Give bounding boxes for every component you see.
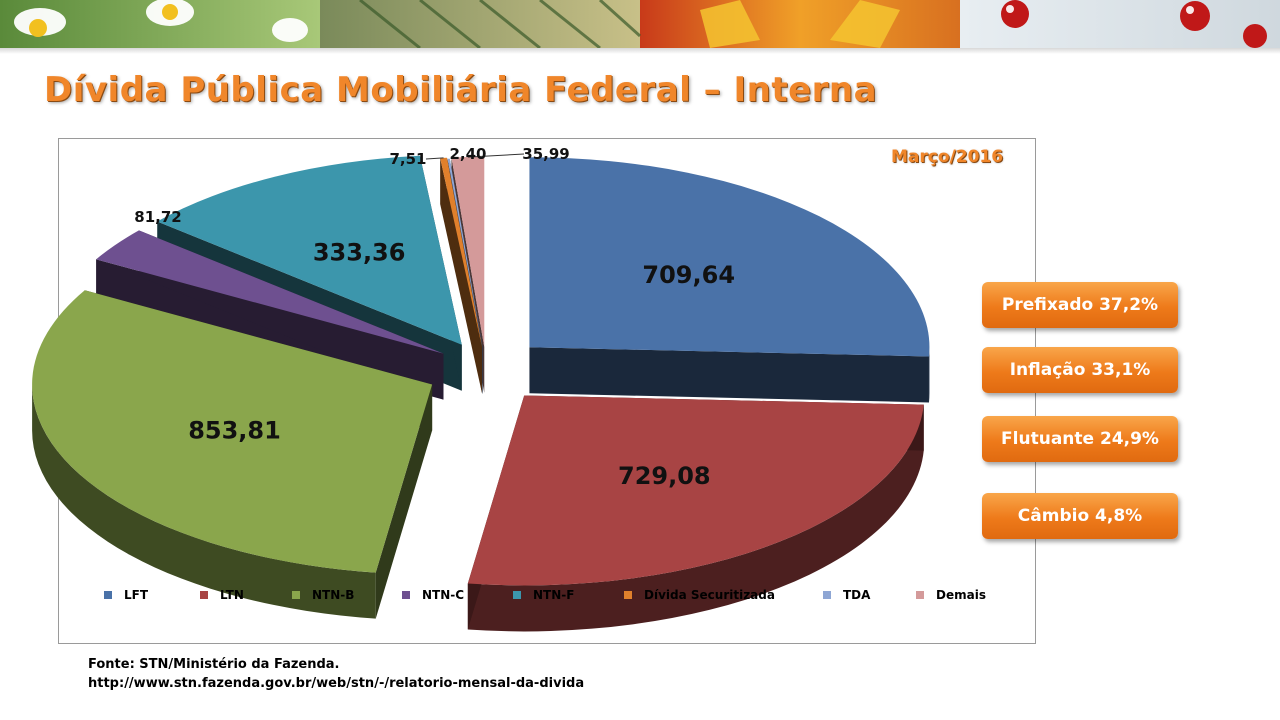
legend-item-tda: TDA — [823, 585, 870, 605]
prefixado-button[interactable]: Prefixado 37,2% — [982, 282, 1178, 328]
data-label-d-vida-securitizada: 7,51 — [389, 150, 426, 168]
chart-period-label: Março/2016 — [891, 147, 1004, 167]
legend-label: Demais — [936, 588, 986, 602]
legend-item-ntn-b: NTN-B — [292, 585, 354, 605]
pie-leader-lines — [425, 153, 525, 160]
page-title: Dívida Pública Mobiliária Federal – Inte… — [44, 70, 878, 110]
seasonal-banner-image — [0, 0, 1280, 50]
pie-radial-wall — [375, 384, 433, 619]
source-line: Fonte: STN/Ministério da Fazenda. — [88, 657, 340, 672]
legend-label: TDA — [843, 588, 871, 602]
pie-slice-demais — [451, 156, 485, 347]
legend-swatch — [200, 591, 208, 599]
leader-line — [425, 157, 444, 160]
legend-label: NTN-F — [533, 588, 575, 602]
chart-legend: LFT LTN NTN-B NTN-C NTN-F Dívida Securit… — [96, 585, 1016, 605]
legend-item-divida-securitizada: Dívida Securitizada — [624, 585, 775, 605]
pie-side-ntn-b — [32, 384, 376, 619]
legend-label: LFT — [124, 588, 149, 602]
legend-swatch — [292, 591, 300, 599]
legend-swatch — [402, 591, 410, 599]
legend-item-demais: Demais — [916, 585, 986, 605]
flutuante-button[interactable]: Flutuante 24,9% — [982, 416, 1178, 462]
data-label-ltn: 729,08 — [618, 462, 711, 490]
data-label-ntn-f: 333,36 — [313, 238, 406, 266]
legend-label: Dívida Securitizada — [644, 588, 775, 602]
inflacao-button[interactable]: Inflação 33,1% — [982, 347, 1178, 393]
leader-line — [467, 153, 525, 158]
legend-swatch — [624, 591, 632, 599]
pie-slice-ltn — [467, 395, 924, 586]
source-url: http://www.stn.fazenda.gov.br/web/stn/-/… — [88, 676, 585, 691]
pie-slice-d-vida-securitizada — [440, 157, 482, 348]
data-label-ntn-b: 853,81 — [188, 416, 281, 444]
pie-slice-tda — [447, 158, 483, 349]
data-label-lft: 709,64 — [642, 261, 735, 289]
pie-radial-wall — [529, 347, 929, 403]
pie-slice-ntn-c — [96, 230, 444, 354]
pie-slice-ntn-f — [157, 155, 462, 345]
legend-swatch — [104, 591, 112, 599]
legend-item-ntn-f: NTN-F — [513, 585, 574, 605]
pie-slice-lft — [529, 157, 930, 357]
data-label-tda: 2,40 — [449, 145, 486, 163]
pie-slice-ntn-b — [32, 290, 433, 573]
legend-swatch — [513, 591, 521, 599]
legend-swatch — [823, 591, 831, 599]
legend-item-lft: LFT — [104, 585, 148, 605]
legend-label: LTN — [220, 588, 244, 602]
data-label-demais: 35,99 — [522, 145, 569, 163]
legend-item-ltn: LTN — [200, 585, 244, 605]
legend-label: NTN-B — [312, 588, 355, 602]
pie-side-ltn — [467, 404, 924, 632]
data-label-ntn-c: 81,72 — [134, 208, 181, 226]
pie-slices — [32, 155, 930, 586]
source-note: Fonte: STN/Ministério da Fazenda. http:/… — [88, 655, 584, 693]
banner-divider — [0, 48, 1280, 54]
legend-item-ntn-c: NTN-C — [402, 585, 464, 605]
cambio-button[interactable]: Câmbio 4,8% — [982, 493, 1178, 539]
pie-value-labels: 709,64 729,08 853,81 81,72 333,36 7,51 2,40 35,… — [134, 145, 735, 490]
legend-label: NTN-C — [422, 588, 465, 602]
legend-swatch — [916, 591, 924, 599]
